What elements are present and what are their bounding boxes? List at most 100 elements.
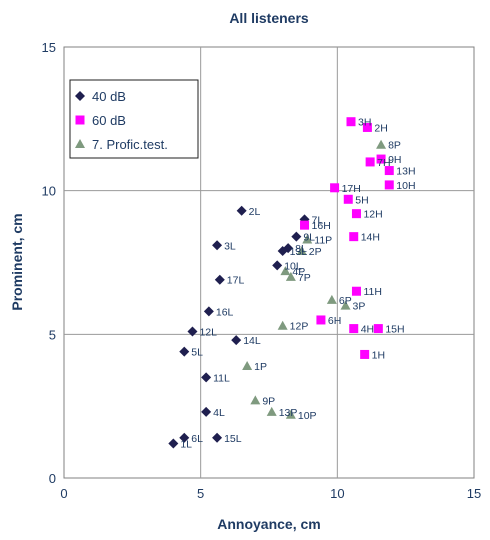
grid (64, 47, 474, 478)
point-label: 6H (328, 315, 341, 327)
point-label: 9L (303, 232, 315, 244)
point-diamond (231, 335, 242, 346)
point-triangle (266, 406, 277, 416)
point-labels: 1L 6L 15L4L11L5L14L12L16L17L10L3L2L7L9L8L1… (180, 117, 415, 451)
x-axis-title: Annoyance, cm (217, 516, 320, 532)
point-square (346, 117, 356, 127)
x-tick-label: 10 (330, 486, 344, 501)
point-label: 2H (374, 122, 387, 134)
point-square (362, 122, 372, 132)
point-square (373, 324, 383, 334)
x-tick-label: 5 (197, 486, 204, 501)
point-label: 11H (363, 286, 381, 298)
point-diamond (291, 231, 302, 242)
point-label: 11P (314, 235, 332, 247)
point-label: 3P (353, 301, 366, 313)
point-label: 12L (199, 326, 217, 338)
point-label: 14L (243, 335, 261, 347)
point-diamond (203, 306, 214, 317)
point-square (349, 232, 359, 242)
point-triangle (280, 266, 291, 276)
point-square (343, 194, 353, 204)
point-square (360, 349, 370, 359)
chart-title: All listeners (229, 10, 309, 26)
point-triangle (296, 246, 307, 256)
x-tick-label: 15 (467, 486, 481, 501)
point-triangle (242, 360, 253, 370)
point-diamond (201, 372, 212, 383)
point-diamond (214, 274, 225, 285)
point-diamond (212, 240, 223, 251)
point-label: 6L (191, 433, 203, 445)
point-triangle (285, 409, 296, 419)
point-diamond (277, 246, 288, 257)
point-square (300, 220, 310, 230)
point-label: 10H (396, 180, 415, 192)
point-label: 4H (361, 324, 374, 336)
point-label: 9P (262, 395, 275, 407)
point-label: 12H (363, 209, 382, 221)
point-triangle (277, 320, 288, 330)
point-square (351, 286, 361, 296)
y-tick-label: 15 (42, 40, 56, 55)
point-label: 17L (227, 275, 245, 287)
legend-box (69, 79, 199, 159)
point-square (365, 157, 375, 167)
x-tick-label: 0 (60, 486, 67, 501)
point-label: 4P (292, 266, 305, 278)
data-points (168, 117, 394, 449)
point-label: 8P (388, 140, 401, 152)
point-label: 5L (191, 347, 203, 359)
point-triangle (376, 139, 387, 149)
point-label: 10L (284, 260, 302, 272)
point-label: 10P (298, 410, 317, 422)
point-label: 1H (372, 349, 385, 361)
point-label: 9H (388, 154, 401, 166)
point-label: 1P (254, 361, 267, 373)
point-diamond (179, 346, 190, 357)
point-square (351, 209, 361, 219)
point-diamond (212, 432, 223, 443)
point-square (349, 324, 359, 334)
point-square (330, 183, 340, 193)
point-triangle (285, 271, 296, 281)
point-label: 13P (279, 407, 298, 419)
legend-label: 40 dB (92, 89, 126, 104)
point-label: 4L (213, 407, 225, 419)
legend-label: 7. Profic.test. (92, 137, 168, 152)
y-tick-label: 5 (49, 327, 56, 342)
axis-ticks: 0 5 10 15 0 5 10 15 (42, 40, 482, 501)
point-label: 14H (361, 232, 380, 244)
point-diamond (272, 260, 283, 271)
y-tick-label: 10 (42, 184, 56, 199)
y-tick-label: 0 (49, 471, 56, 486)
point-diamond (236, 205, 247, 216)
point-label: 11L (213, 372, 230, 384)
point-label: 13H (396, 166, 415, 178)
point-label: 5H (355, 194, 368, 206)
point-label: 8L (295, 243, 307, 255)
point-label: 7P (298, 272, 311, 284)
point-label: 12P (290, 321, 309, 333)
point-square (376, 154, 386, 164)
y-axis-title: Prominent, cm (9, 213, 25, 310)
point-label: 2L (249, 206, 261, 218)
point-diamond (187, 326, 198, 337)
point-label: 3H (358, 117, 371, 129)
point-label: 13L (290, 246, 308, 258)
point-square (316, 315, 326, 325)
legend-marker-diamond (75, 91, 85, 101)
point-label: 7H (377, 157, 390, 169)
legend-marker-square (75, 115, 85, 125)
point-label: 15H (385, 324, 404, 336)
point-triangle (326, 294, 337, 304)
point-label: 17H (342, 183, 361, 195)
legend: 40 dB 60 dB 7. Profic.test. (69, 79, 199, 159)
point-triangle (302, 234, 313, 244)
point-diamond (168, 438, 179, 449)
point-label: 1L (180, 439, 192, 451)
point-diamond (179, 432, 190, 443)
point-label: 3L (224, 240, 236, 252)
legend-marker-triangle (75, 139, 85, 148)
